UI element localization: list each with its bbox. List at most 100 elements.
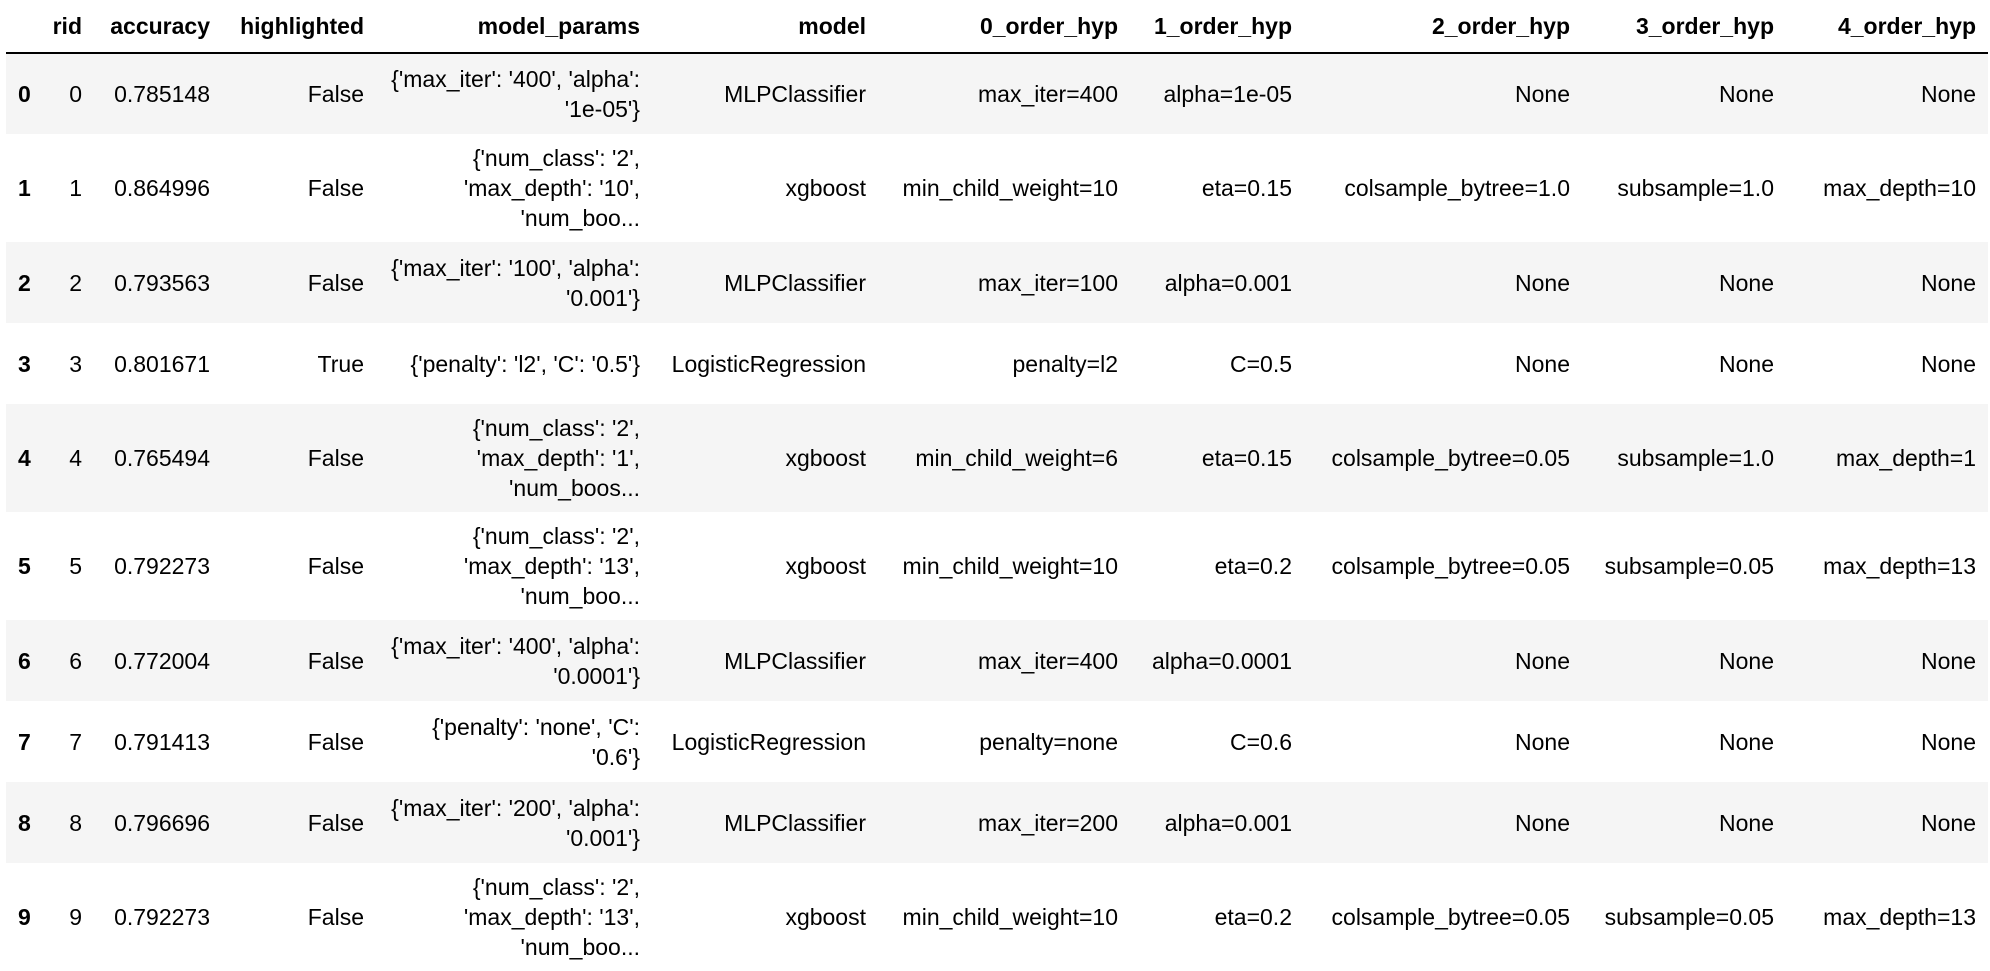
cell-model: xgboost [785, 445, 866, 471]
cell-rid: 4 [69, 445, 82, 471]
cell-4-order-hyp: None [1921, 350, 1976, 377]
cell-accuracy: 0.791413 [114, 728, 210, 755]
cell-model: xgboost [785, 175, 866, 201]
cell-1-order-hyp: alpha=0.001 [1164, 269, 1292, 296]
cell-4-order-hyp: None [1921, 269, 1976, 296]
index-header [6, 0, 40, 54]
cell-accuracy: 0.772004 [114, 647, 210, 674]
table-row: 2 2 0.793563 False {'max_iter': '100', '… [6, 242, 1988, 323]
row-index: 7 [18, 728, 31, 755]
cell-highlighted: False [307, 81, 364, 107]
cell-accuracy: 0.792273 [114, 553, 210, 579]
cell-2-order-hyp: colsample_bytree=0.05 [1331, 553, 1570, 579]
row-index: 9 [18, 904, 31, 930]
row-index: 3 [18, 350, 31, 377]
cell-accuracy: 0.792273 [114, 904, 210, 930]
column-header-accuracy: accuracy [94, 0, 222, 54]
cell-model: xgboost [785, 553, 866, 579]
table-row: 0 0 0.785148 False {'max_iter': '400', '… [6, 53, 1988, 134]
cell-0-order-hyp: min_child_weight=10 [902, 175, 1118, 201]
column-header-2-order-hyp: 2_order_hyp [1304, 0, 1582, 54]
cell-model-params: {'num_class': '2', 'max_depth': '13', 'n… [463, 874, 640, 960]
column-header-1-order-hyp: 1_order_hyp [1130, 0, 1304, 54]
cell-3-order-hyp: subsample=1.0 [1617, 445, 1774, 471]
cell-highlighted: False [307, 553, 364, 579]
column-header-4-order-hyp: 4_order_hyp [1786, 0, 1988, 54]
dataframe-table: rid accuracy highlighted model_params mo… [6, 0, 1988, 971]
column-header-0-order-hyp: 0_order_hyp [878, 0, 1130, 54]
header-row: rid accuracy highlighted model_params mo… [6, 0, 1988, 54]
row-index: 6 [18, 647, 31, 674]
column-header-rid: rid [40, 0, 94, 54]
cell-4-order-hyp: max_depth=1 [1835, 445, 1976, 471]
table-row: 6 6 0.772004 False {'max_iter': '400', '… [6, 620, 1988, 701]
cell-4-order-hyp: None [1921, 728, 1976, 755]
cell-rid: 3 [69, 350, 82, 377]
row-index: 5 [18, 553, 31, 579]
cell-highlighted: False [307, 175, 364, 201]
cell-0-order-hyp: min_child_weight=10 [902, 904, 1118, 930]
cell-3-order-hyp: None [1719, 647, 1774, 674]
cell-4-order-hyp: max_depth=10 [1823, 175, 1976, 201]
cell-highlighted: False [307, 269, 364, 296]
cell-4-order-hyp: max_depth=13 [1823, 553, 1976, 579]
cell-model: MLPClassifier [724, 647, 866, 674]
cell-2-order-hyp: colsample_bytree=0.05 [1331, 904, 1570, 930]
cell-highlighted: False [307, 728, 364, 755]
cell-rid: 8 [69, 809, 82, 836]
cell-rid: 1 [69, 175, 82, 201]
table-row: 4 4 0.765494 False {'num_class': '2', 'm… [6, 404, 1988, 512]
cell-1-order-hyp: eta=0.2 [1214, 553, 1292, 579]
cell-model-params: {'penalty': 'l2', 'C': '0.5'} [410, 350, 640, 377]
row-index: 4 [18, 445, 31, 471]
cell-model-params: {'num_class': '2', 'max_depth': '13', 'n… [463, 523, 640, 609]
cell-2-order-hyp: colsample_bytree=0.05 [1331, 445, 1570, 471]
cell-1-order-hyp: eta=0.2 [1214, 904, 1292, 930]
column-header-3-order-hyp: 3_order_hyp [1582, 0, 1786, 54]
cell-0-order-hyp: penalty=l2 [1012, 350, 1119, 377]
cell-highlighted: False [307, 904, 364, 930]
row-index: 2 [18, 269, 31, 296]
cell-highlighted: True [317, 350, 364, 377]
cell-accuracy: 0.796696 [114, 809, 210, 836]
cell-model-params: {'max_iter': '100', 'alpha': '0.001'} [391, 254, 640, 311]
cell-accuracy: 0.864996 [114, 175, 210, 201]
cell-rid: 5 [69, 553, 82, 579]
cell-model-params: {'max_iter': '200', 'alpha': '0.001'} [391, 794, 640, 851]
table-row: 7 7 0.791413 False {'penalty': 'none', '… [6, 701, 1988, 782]
cell-model: MLPClassifier [724, 809, 866, 836]
cell-model-params: {'max_iter': '400', 'alpha': '0.0001'} [391, 632, 640, 689]
cell-0-order-hyp: min_child_weight=10 [902, 553, 1118, 579]
row-index: 0 [18, 81, 31, 107]
column-header-model: model [652, 0, 878, 54]
cell-model-params: {'penalty': 'none', 'C': '0.6'} [432, 713, 640, 770]
cell-4-order-hyp: None [1921, 809, 1976, 836]
cell-highlighted: False [307, 809, 364, 836]
cell-0-order-hyp: max_iter=400 [978, 647, 1118, 674]
cell-model-params: {'num_class': '2', 'max_depth': '10', 'n… [463, 145, 640, 231]
cell-model: MLPClassifier [724, 81, 866, 107]
column-header-model-params: model_params [376, 0, 652, 54]
cell-3-order-hyp: None [1719, 81, 1774, 107]
cell-3-order-hyp: None [1719, 269, 1774, 296]
cell-2-order-hyp: None [1515, 269, 1570, 296]
cell-1-order-hyp: eta=0.15 [1201, 175, 1292, 201]
cell-1-order-hyp: alpha=0.001 [1164, 809, 1292, 836]
cell-2-order-hyp: None [1515, 81, 1570, 107]
cell-model: MLPClassifier [724, 269, 866, 296]
cell-highlighted: False [307, 445, 364, 471]
cell-3-order-hyp: subsample=1.0 [1617, 175, 1774, 201]
cell-4-order-hyp: None [1921, 81, 1976, 107]
cell-2-order-hyp: None [1515, 350, 1570, 377]
cell-0-order-hyp: max_iter=400 [978, 81, 1118, 107]
cell-1-order-hyp: alpha=0.0001 [1151, 647, 1292, 674]
cell-model: xgboost [785, 904, 866, 930]
column-header-highlighted: highlighted [222, 0, 376, 54]
cell-3-order-hyp: None [1719, 728, 1774, 755]
table-row: 5 5 0.792273 False {'num_class': '2', 'm… [6, 512, 1988, 620]
cell-4-order-hyp: max_depth=13 [1823, 904, 1976, 930]
table-row: 8 8 0.796696 False {'max_iter': '200', '… [6, 782, 1988, 863]
cell-1-order-hyp: eta=0.15 [1201, 445, 1292, 471]
cell-model: LogisticRegression [671, 350, 866, 377]
